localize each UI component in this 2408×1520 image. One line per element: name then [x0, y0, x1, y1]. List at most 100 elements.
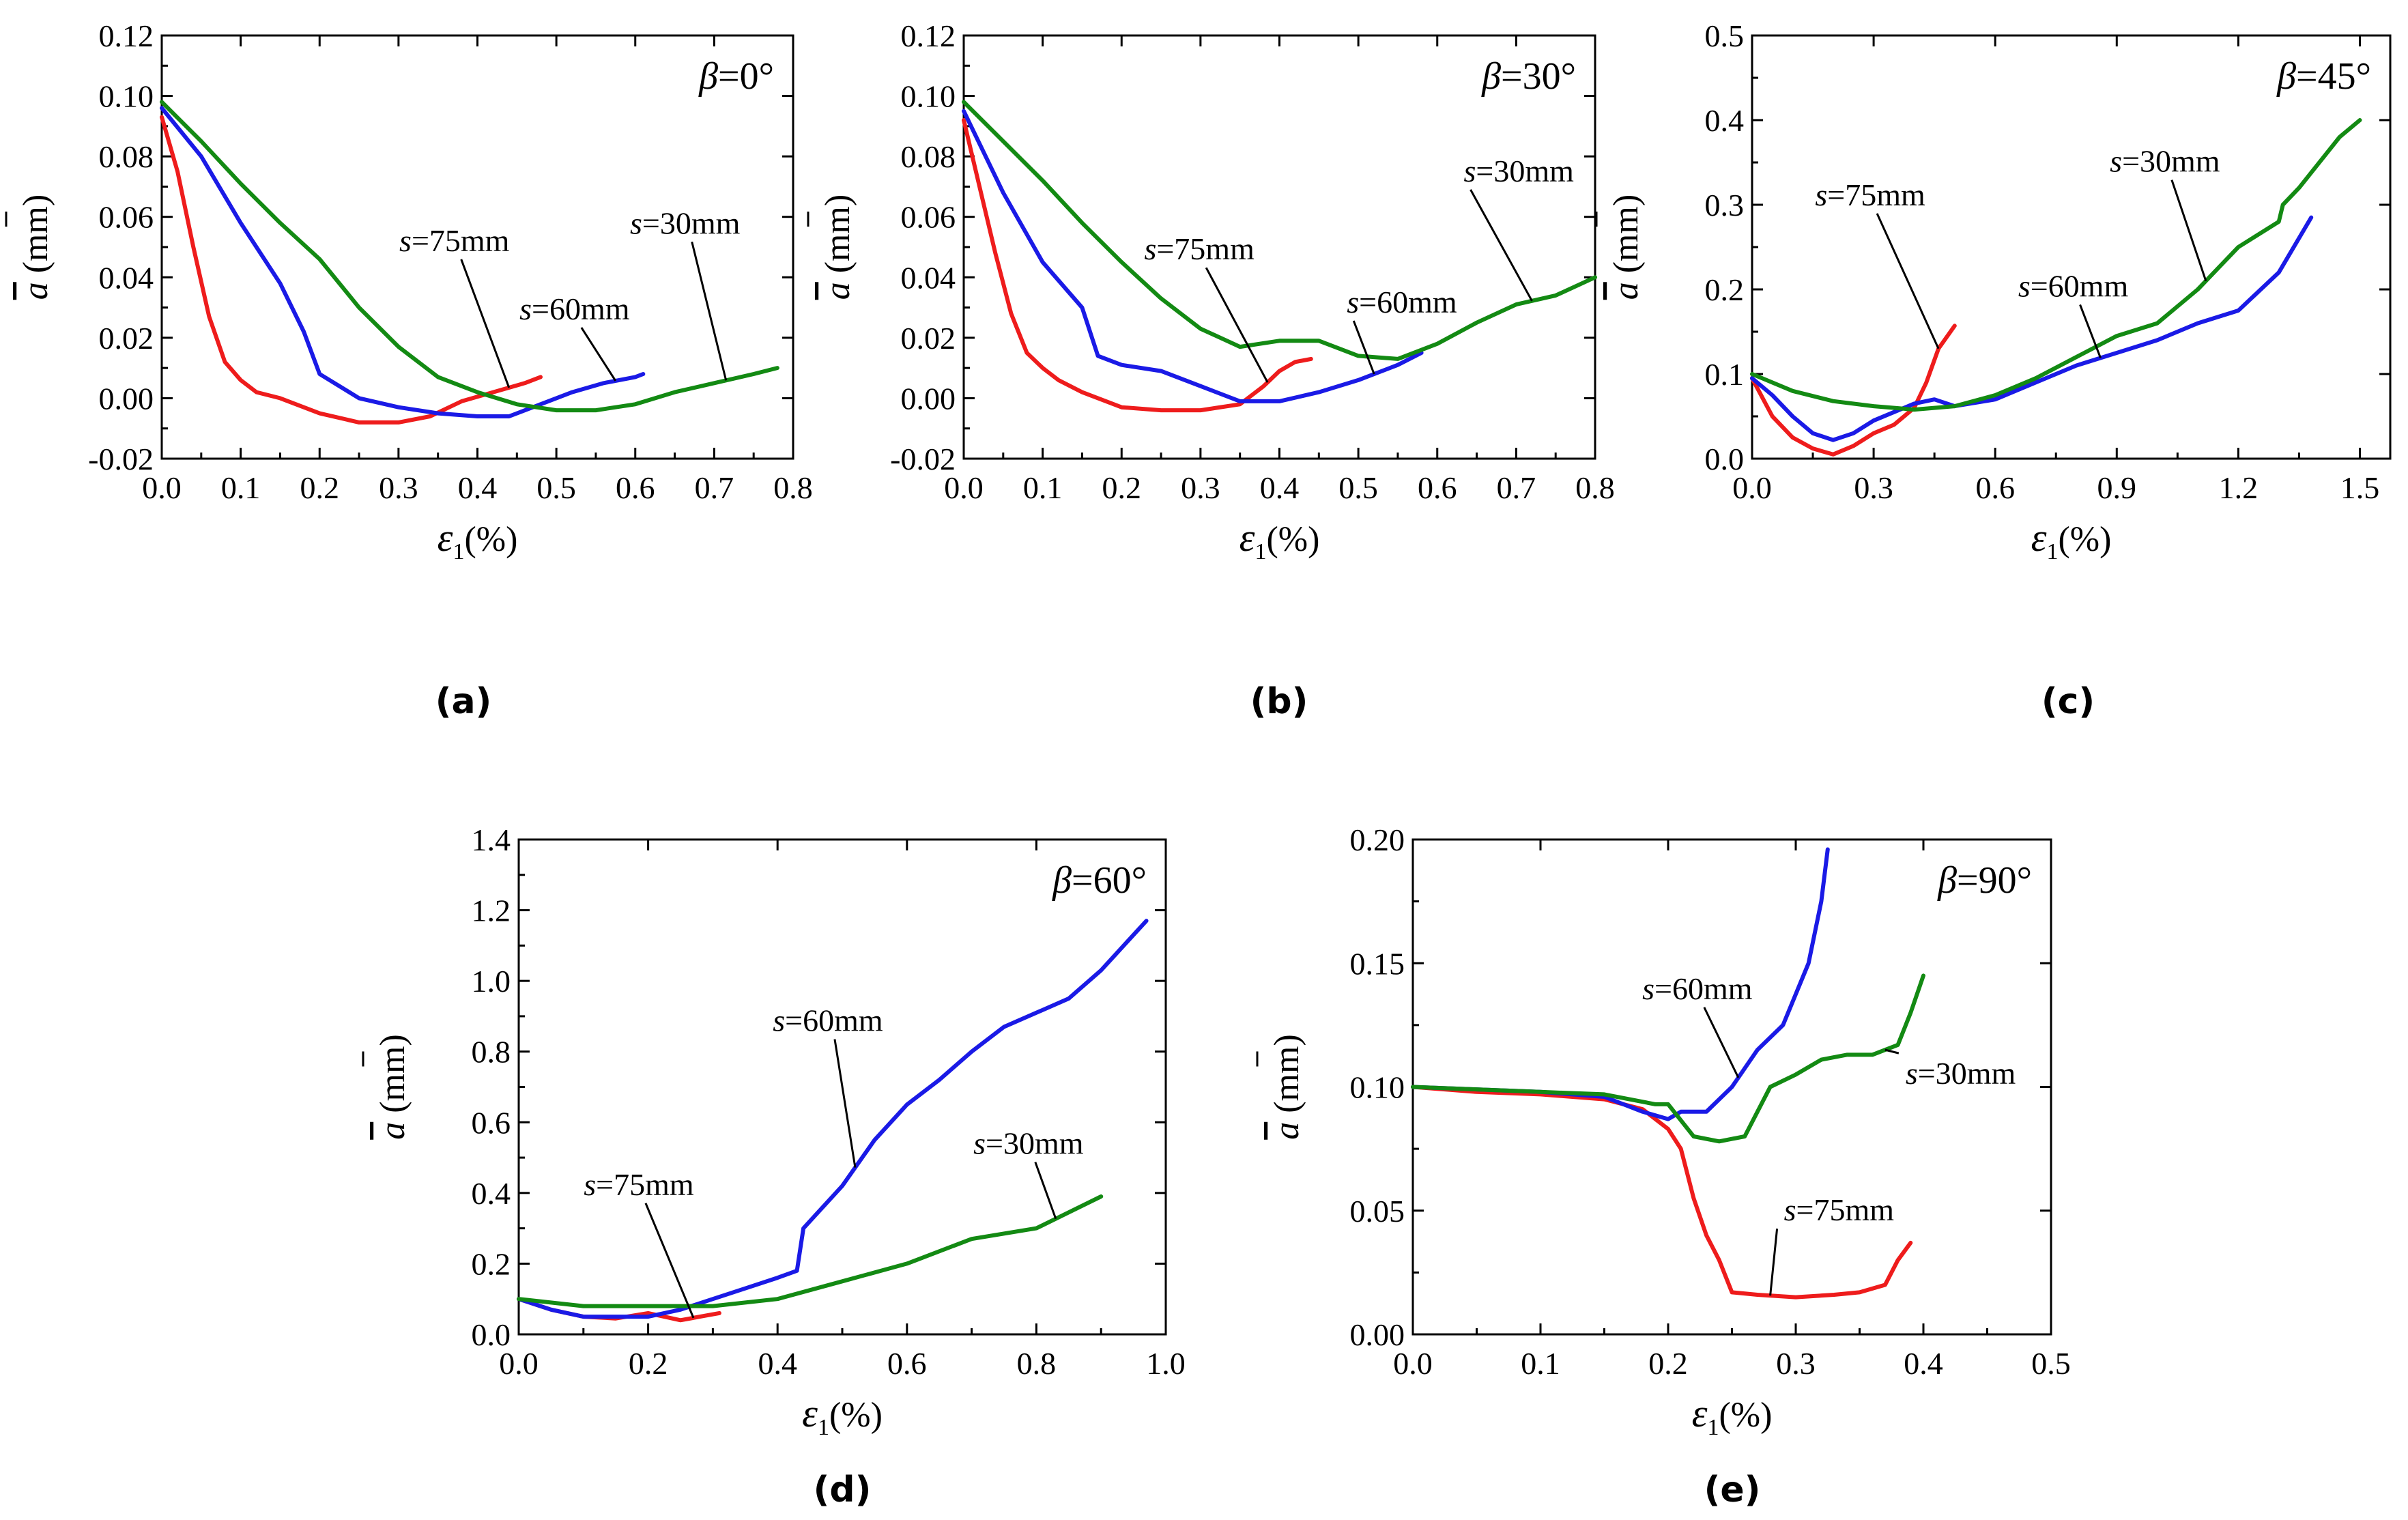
- y-tick-label: 0.10: [901, 79, 956, 114]
- series-line-s-30mm: [1411, 973, 1925, 1144]
- series-label: s=30mm: [973, 1126, 1084, 1161]
- series-line-s-75mm: [1411, 1085, 1913, 1300]
- y-tick-label: 1.0: [472, 964, 511, 999]
- y-tick-label: 0.8: [472, 1035, 511, 1070]
- series-label: s=30mm: [1906, 1056, 2016, 1091]
- panel-label: (e): [1704, 1469, 1761, 1510]
- x-tick-label: 0.9: [2097, 470, 2137, 505]
- x-tick-label: 0.3: [379, 470, 418, 505]
- series-line-s-60mm: [1750, 215, 2314, 442]
- y-tick-label: 0.06: [99, 200, 154, 235]
- x-tick-label: 0.8: [1575, 470, 1615, 505]
- y-tick-label: 1.4: [472, 822, 511, 857]
- series-label: s=30mm: [1464, 154, 1575, 188]
- leader-line: [1884, 1048, 1900, 1055]
- series-line-s-60mm: [160, 106, 646, 418]
- beta-annotation: β=30°: [1481, 55, 1576, 98]
- leader-line: [1034, 1162, 1057, 1220]
- series-line-s-75mm: [160, 115, 543, 425]
- y-tick-label: 0.00: [1350, 1317, 1405, 1352]
- x-axis-title: ε1(%): [2031, 515, 2112, 564]
- series-label: s=75mm: [584, 1167, 694, 1202]
- x-tick-label: 0.6: [887, 1346, 927, 1381]
- beta-annotation: β=60°: [1052, 859, 1147, 902]
- panel-label: (c): [2041, 681, 2095, 722]
- series-line-s-30mm: [517, 1194, 1104, 1308]
- x-tick-label: 0.1: [1023, 470, 1063, 505]
- x-tick-label: 1.0: [1146, 1346, 1186, 1381]
- y-axis-title: a (mm): [16, 195, 55, 300]
- leader-line: [1470, 189, 1533, 302]
- y-tick-label: 1.2: [472, 893, 511, 928]
- panel-label: (d): [814, 1469, 872, 1510]
- x-tick-label: 0.0: [944, 470, 984, 505]
- series-line-s-30mm: [962, 100, 1597, 361]
- x-tick-label: 0.7: [1497, 470, 1536, 505]
- leader-line: [2170, 180, 2207, 282]
- y-axis-title: a (mm): [373, 1034, 412, 1140]
- x-axis-title: ε1(%): [802, 1391, 883, 1440]
- y-tick-label: 0.12: [99, 18, 154, 53]
- y-tick-label: -0.02: [890, 442, 956, 476]
- series-line-s-75mm: [962, 118, 1313, 413]
- y-tick-label: 0.08: [901, 139, 956, 174]
- x-tick-label: 0.4: [758, 1346, 797, 1381]
- y-tick-label: 0.02: [901, 321, 956, 356]
- series-line-s-30mm: [1750, 118, 2362, 412]
- x-tick-label: 0.4: [1904, 1346, 1943, 1381]
- x-tick-label: 0.3: [1181, 470, 1220, 505]
- y-tick-label: 0.0: [472, 1317, 511, 1352]
- y-tick-label: 0.1: [1705, 357, 1745, 392]
- y-tick-label: 0.2: [472, 1246, 511, 1281]
- y-tick-label: 0.10: [99, 79, 154, 114]
- y-tick-label: 0.15: [1350, 946, 1405, 981]
- x-tick-label: 0.5: [536, 470, 576, 505]
- series-line-s-75mm: [1750, 324, 1957, 457]
- beta-annotation: β=90°: [1937, 859, 2032, 902]
- y-tick-label: -0.02: [88, 442, 154, 476]
- chart-panel-5: 0.0 0.1 0.2 0.3 0.4 0.5 0.00 0.05 0.10 0.15 0.20 ε1…: [1256, 822, 2071, 1510]
- series-label: s=75mm: [1144, 231, 1255, 266]
- series-label: s=30mm: [2110, 144, 2220, 179]
- series-line-s-60mm: [962, 109, 1424, 403]
- series-label: s=60mm: [773, 1003, 883, 1038]
- y-tick-label: 0.06: [901, 200, 956, 235]
- x-tick-label: 0.8: [1017, 1346, 1057, 1381]
- y-tick-label: 0.4: [472, 1176, 511, 1211]
- leader-line: [833, 1039, 857, 1168]
- series-label: s=60mm: [1642, 971, 1753, 1006]
- x-tick-label: 0.0: [1393, 1346, 1433, 1381]
- x-tick-label: 0.5: [2031, 1346, 2071, 1381]
- panel-label: (a): [435, 681, 492, 722]
- series-label: s=60mm: [2018, 268, 2129, 303]
- leader-line: [580, 327, 617, 382]
- x-tick-label: 0.6: [616, 470, 655, 505]
- x-tick-label: 0.3: [1854, 470, 1893, 505]
- leader-line: [2079, 304, 2102, 358]
- beta-annotation: β=45°: [2276, 55, 2371, 98]
- beta-annotation: β=0°: [698, 55, 774, 98]
- y-axis-title: a (mm): [1607, 195, 1646, 300]
- y-tick-label: 0.2: [1705, 272, 1745, 307]
- x-axis-title: ε1(%): [1239, 515, 1320, 564]
- series-label: s=60mm: [1347, 285, 1457, 319]
- x-tick-label: 0.0: [1732, 470, 1772, 505]
- y-tick-label: 0.05: [1350, 1194, 1405, 1229]
- series-line-s-60mm: [517, 919, 1149, 1319]
- y-tick-label: 0.08: [99, 139, 154, 174]
- x-tick-label: 0.2: [300, 470, 340, 505]
- leader-line: [1352, 320, 1375, 375]
- panel-label: (b): [1250, 681, 1308, 722]
- y-tick-label: 0.6: [472, 1105, 511, 1140]
- chart-panel-4: 0.0 0.2 0.4 0.6 0.8 1.0 0.0 0.2 0.4 0.6 0.8 1.0 1.2 1…: [362, 822, 1186, 1510]
- x-tick-label: 0.6: [1418, 470, 1457, 505]
- y-tick-label: 0.5: [1705, 18, 1745, 53]
- x-tick-label: 0.2: [1648, 1346, 1688, 1381]
- plot-frame: [962, 34, 1596, 460]
- series-line-s-60mm: [1411, 847, 1830, 1121]
- series-label: s=75mm: [1784, 1192, 1895, 1227]
- y-tick-label: 0.04: [99, 260, 154, 295]
- x-tick-label: 0.4: [1260, 470, 1300, 505]
- leader-line: [1876, 213, 1940, 349]
